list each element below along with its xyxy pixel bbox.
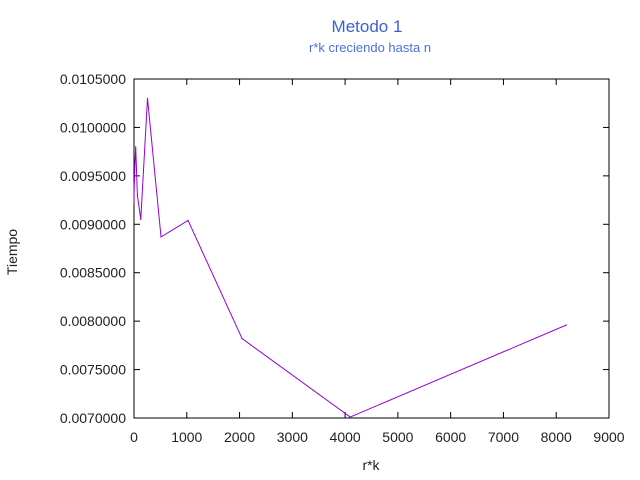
- data-point: [133, 180, 136, 182]
- y-tick-label: 0.0080000: [60, 313, 126, 329]
- data-points: [133, 97, 567, 418]
- x-axis-ticks: 0 1000 2000 3000 4000 5000 6000 7000 8000 9000: [130, 79, 625, 445]
- x-tick-label: 0: [130, 429, 138, 445]
- data-point: [349, 416, 351, 418]
- y-tick-label: 0.0105000: [60, 71, 126, 87]
- y-axis-ticks: 0.0070000 0.0075000 0.0080000 0.0085000 0.00…: [60, 71, 609, 426]
- data-point: [146, 97, 149, 99]
- y-tick-label: 0.0070000: [60, 410, 126, 426]
- y-tick-label: 0.0090000: [60, 216, 126, 232]
- chart-title: Metodo 1: [332, 17, 403, 36]
- plot-frame: [133, 78, 610, 419]
- data-point: [134, 165, 136, 167]
- x-tick-label: 8000: [541, 429, 572, 445]
- y-axis-label: Tiempo: [4, 229, 20, 275]
- y-tick-label: 0.0085000: [60, 265, 126, 281]
- x-tick-label: 5000: [382, 429, 413, 445]
- x-tick-label: 3000: [277, 429, 308, 445]
- y-tick-label: 0.0100000: [60, 119, 126, 135]
- data-point: [160, 236, 162, 238]
- x-tick-label: 1000: [171, 429, 202, 445]
- data-point: [133, 189, 135, 191]
- data-point: [241, 337, 243, 340]
- y-tick-label: 0.0095000: [60, 168, 126, 184]
- y-tick-label: 0.0075000: [60, 362, 126, 378]
- data-point: [565, 324, 567, 326]
- series-line: [133, 98, 567, 418]
- data-point: [133, 202, 135, 204]
- data-point: [135, 146, 137, 148]
- x-tick-label: 4000: [330, 429, 361, 445]
- data-point: [136, 194, 138, 196]
- data-point: [187, 219, 189, 222]
- x-axis-label: r*k: [362, 457, 380, 473]
- chart-subtitle: r*k creciendo hasta n: [309, 40, 431, 55]
- data-point: [140, 218, 142, 221]
- x-tick-label: 9000: [593, 429, 624, 445]
- data-point: [133, 184, 135, 187]
- x-tick-label: 7000: [488, 429, 519, 445]
- x-tick-label: 6000: [435, 429, 466, 445]
- x-tick-label: 2000: [224, 429, 255, 445]
